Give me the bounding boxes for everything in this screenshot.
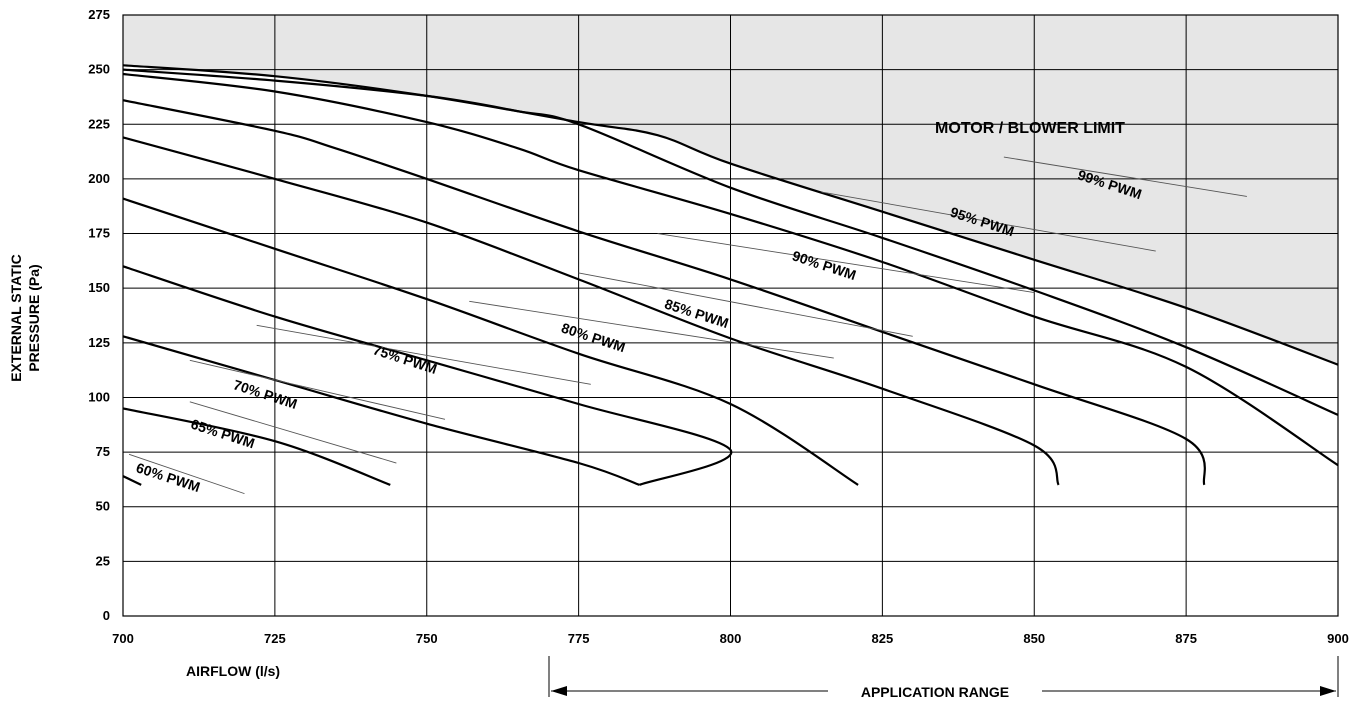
y-tick-175: 175 xyxy=(88,226,110,241)
leader-99-pct-pwm xyxy=(1003,156,1247,197)
application-range-label: APPLICATION RANGE xyxy=(861,684,1009,700)
application-range-right-arrow xyxy=(1320,686,1336,696)
curve-pwm-60-stub xyxy=(122,475,142,486)
x-tick-850: 850 xyxy=(1023,631,1045,646)
x-tick-725: 725 xyxy=(264,631,286,646)
x-tick-900: 900 xyxy=(1327,631,1349,646)
y-axis-title-line-2: PRESSURE (Pa) xyxy=(26,264,42,371)
curve-99-pct-pwm xyxy=(122,64,1339,366)
y-tick-25: 25 xyxy=(96,553,110,568)
curve-label-leaders xyxy=(128,156,1247,495)
y-tick-275: 275 xyxy=(88,7,110,22)
curve-75-pct-pwm xyxy=(122,197,859,486)
label-75-pct-pwm: 75% PWM xyxy=(371,341,439,377)
y-tick-100: 100 xyxy=(88,389,110,404)
x-axis-ticks: 700 725 750 775 800 825 850 875 900 xyxy=(112,631,1349,646)
leader-80-pct-pwm xyxy=(469,300,834,359)
leader-70-pct-pwm xyxy=(189,359,446,420)
x-tick-700: 700 xyxy=(112,631,134,646)
leader-95-pct-pwm xyxy=(821,191,1156,252)
leader-90-pct-pwm xyxy=(657,233,1035,293)
y-tick-50: 50 xyxy=(96,499,110,514)
curve-95-pct-pwm xyxy=(122,68,1339,416)
curve-65-pct-pwm xyxy=(122,335,640,486)
y-axis-title-line-1: EXTERNAL STATIC xyxy=(8,254,24,382)
x-axis-title: AIRFLOW (l/s) xyxy=(186,663,280,679)
x-tick-825: 825 xyxy=(872,631,894,646)
curve-85-pct-pwm xyxy=(122,99,1206,486)
leader-60-pct-pwm xyxy=(128,453,245,495)
plot-border xyxy=(122,14,1339,617)
label-70-pct-pwm: 70% PWM xyxy=(231,376,299,412)
y-tick-225: 225 xyxy=(88,116,110,131)
application-range-left-arrow xyxy=(551,686,567,696)
y-tick-150: 150 xyxy=(88,280,110,295)
leader-75-pct-pwm xyxy=(256,324,591,385)
curve-90-pct-pwm xyxy=(122,72,1339,467)
y-tick-125: 125 xyxy=(88,335,110,350)
leader-65-pct-pwm xyxy=(189,401,397,464)
pwm-curves xyxy=(122,64,1339,486)
curve-60-pct-pwm xyxy=(122,407,391,486)
x-tick-875: 875 xyxy=(1175,631,1197,646)
y-tick-75: 75 xyxy=(96,444,110,459)
y-tick-0: 0 xyxy=(103,608,110,623)
label-65-pct-pwm: 65% PWM xyxy=(189,416,257,452)
leader-85-pct-pwm xyxy=(578,272,913,337)
y-tick-250: 250 xyxy=(88,62,110,77)
y-tick-200: 200 xyxy=(88,171,110,186)
limit-region-label: MOTOR / BLOWER LIMIT xyxy=(935,120,1125,137)
label-90-pct-pwm: 90% PWM xyxy=(790,247,858,283)
x-tick-750: 750 xyxy=(416,631,438,646)
application-range-indicator: APPLICATION RANGE xyxy=(548,656,1339,700)
x-tick-800: 800 xyxy=(720,631,742,646)
y-axis-ticks: 0 25 50 75 100 125 150 175 200 225 250 275 xyxy=(88,7,110,623)
curve-70-pct-pwm xyxy=(122,265,733,486)
curve-80-pct-pwm xyxy=(122,136,1060,486)
label-60-pct-pwm: 60% PWM xyxy=(134,459,202,495)
x-tick-775: 775 xyxy=(568,631,590,646)
